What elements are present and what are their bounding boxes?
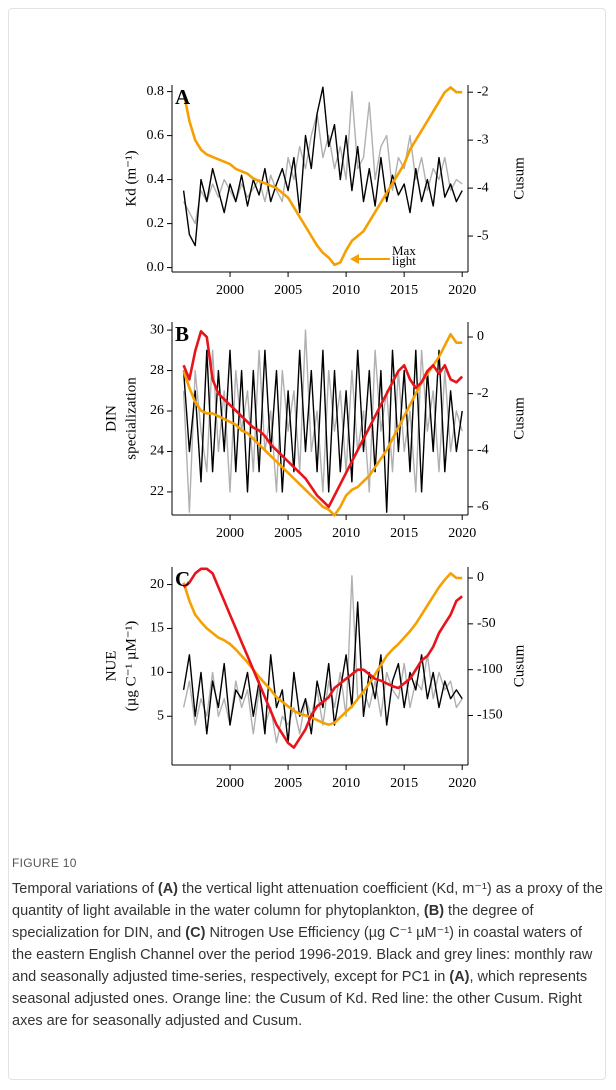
y2-tick-label: -5 <box>477 228 489 243</box>
panel-label: C <box>175 567 190 591</box>
y-tick-label: 10 <box>150 665 164 680</box>
y-tick-label: 28 <box>150 363 164 378</box>
figure-label: FIGURE 10 <box>12 856 77 870</box>
x-tick-label: 2010 <box>332 526 360 541</box>
x-tick-label: 2000 <box>216 283 244 298</box>
series-line <box>182 90 463 225</box>
y2-tick-label: 0 <box>477 329 484 344</box>
caption-text: the vertical light attenuation coefficie… <box>12 881 603 919</box>
x-tick-label: 2020 <box>448 776 476 791</box>
caption-text: (A) <box>157 881 179 897</box>
cusum-line <box>182 572 463 726</box>
x-tick-label: 2010 <box>332 776 360 791</box>
x-tick-label: 2020 <box>448 283 476 298</box>
y2-tick-label: -50 <box>477 616 496 631</box>
caption-text: , which represents seasonal adjusted one… <box>12 969 588 1029</box>
y2-tick-label: -4 <box>477 180 489 195</box>
x-tick-label: 2005 <box>274 526 302 541</box>
annotation: light <box>392 253 416 268</box>
y2-tick-label: -150 <box>477 708 503 723</box>
y-tick-label: 20 <box>150 577 164 592</box>
caption-text: (A) <box>449 969 470 985</box>
y2-tick-label: -2 <box>477 386 489 401</box>
y2-tick-label: -4 <box>477 442 489 457</box>
y2-tick-label: -100 <box>477 662 503 677</box>
x-tick-label: 2015 <box>390 776 418 791</box>
y-axis-label: specialization <box>123 377 139 460</box>
caption-text: Nitrogen Use Efficiency (µg C⁻¹ µM⁻¹) in… <box>12 925 593 985</box>
y-axis-label: DIN <box>103 405 119 432</box>
y-tick-label: 24 <box>150 444 164 459</box>
series-line <box>182 329 463 513</box>
y-axis-label: Kd (m⁻¹) <box>123 150 139 206</box>
y2-axis-label: Cusum <box>511 397 527 440</box>
y2-tick-label: -2 <box>477 84 489 99</box>
y-tick-label: 0.6 <box>147 128 165 143</box>
y2-tick-label: -3 <box>477 132 489 147</box>
x-tick-label: 2020 <box>448 526 476 541</box>
y2-axis-label: Cusum <box>511 157 527 200</box>
y-tick-label: 0.2 <box>147 216 165 231</box>
series-line <box>182 349 463 513</box>
caption-text: the degree of specialization for DIN, an… <box>12 903 534 941</box>
cusum-line <box>182 567 464 749</box>
y2-tick-label: 0 <box>477 570 484 585</box>
y-tick-label: 0.4 <box>147 172 165 187</box>
x-tick-label: 2015 <box>390 526 418 541</box>
y-tick-label: 0.8 <box>147 84 165 99</box>
y-tick-label: 5 <box>157 708 164 723</box>
panel-label: B <box>175 322 189 346</box>
caption-text: Temporal variations of <box>12 881 158 897</box>
y-axis-label: (µg C⁻¹ µM⁻¹) <box>123 621 139 711</box>
panel-label: A <box>175 85 191 109</box>
x-tick-label: 2005 <box>274 776 302 791</box>
y-axis-label: NUE <box>103 651 119 682</box>
cusum-line <box>182 332 463 517</box>
y-tick-label: 26 <box>150 403 164 418</box>
annotation-arrowhead <box>350 254 359 264</box>
y2-tick-label: -6 <box>477 499 489 514</box>
x-tick-label: 2000 <box>216 776 244 791</box>
y-tick-label: 22 <box>150 484 164 499</box>
x-tick-label: 2005 <box>274 283 302 298</box>
x-tick-label: 2010 <box>332 283 360 298</box>
caption-text: (C) <box>185 925 206 941</box>
figure-frame <box>8 8 606 1080</box>
figure-caption: Temporal variations of (A) the vertical … <box>12 878 604 1032</box>
annotation: Max <box>392 243 416 258</box>
series-line <box>182 601 463 744</box>
series-line <box>182 86 463 247</box>
cusum-line <box>182 86 463 267</box>
x-tick-label: 2015 <box>390 283 418 298</box>
y-tick-label: 15 <box>150 621 164 636</box>
x-tick-label: 2000 <box>216 526 244 541</box>
cusum-line <box>182 330 464 509</box>
y2-axis-label: Cusum <box>511 644 527 687</box>
y-tick-label: 0.0 <box>147 260 165 275</box>
caption-text: (B) <box>423 903 445 919</box>
y-tick-label: 30 <box>150 322 164 337</box>
